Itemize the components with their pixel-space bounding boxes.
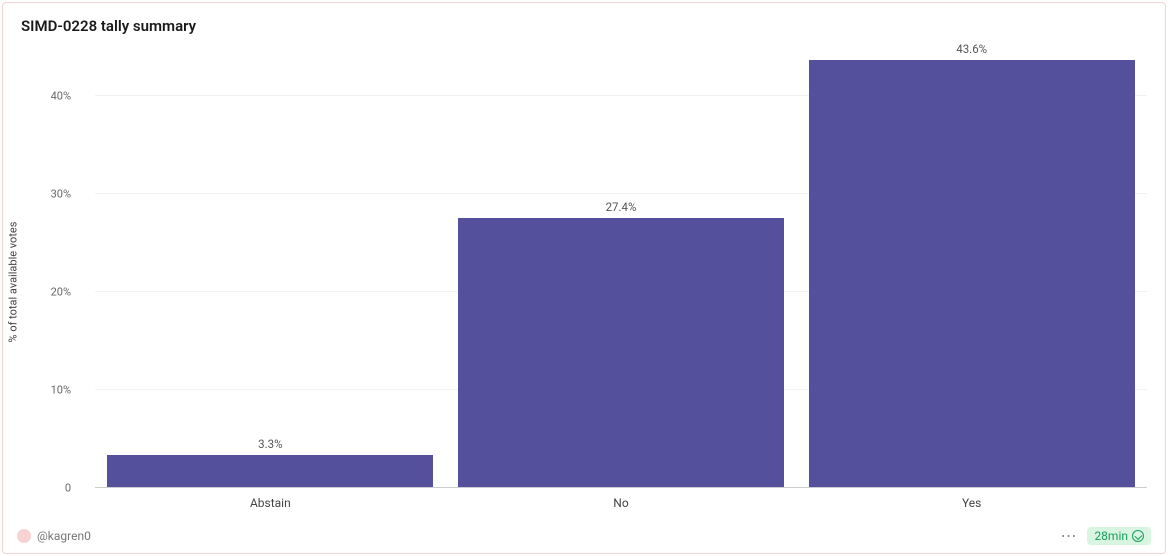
freshness-badge[interactable]: 28min: [1087, 527, 1151, 545]
card-footer: @kagren0 ⋯ 28min: [3, 520, 1165, 553]
x-labels: AbstainNoYes: [95, 496, 1147, 510]
bars-container: 3.3%27.4%43.6%: [95, 47, 1147, 488]
x-category-label: No: [446, 496, 797, 510]
chart-card: SIMD-0228 tally summary % of total avail…: [2, 2, 1166, 554]
y-tick-label: 20%: [31, 286, 71, 299]
x-category-label: Yes: [796, 496, 1147, 510]
y-tick-label: 0: [31, 482, 71, 495]
y-tick-label: 40%: [31, 90, 71, 103]
bar-slot: 43.6%: [796, 47, 1147, 488]
chart-title: SIMD-0228 tally summary: [3, 3, 1165, 43]
x-category-label: Abstain: [95, 496, 446, 510]
bar[interactable]: 27.4%: [458, 218, 784, 487]
bar-value-label: 43.6%: [809, 42, 1135, 56]
plot-region: Dune 3.3%27.4%43.6% 010%20%30%40%: [77, 47, 1147, 488]
bar-value-label: 3.3%: [107, 437, 433, 451]
check-circle-icon: [1132, 530, 1144, 542]
bar[interactable]: 3.3%: [107, 455, 433, 487]
bar-slot: 3.3%: [95, 47, 446, 488]
chart-area: % of total available votes Dune 3.3%27.4…: [21, 47, 1147, 516]
bar-slot: 27.4%: [446, 47, 797, 488]
username[interactable]: @kagren0: [37, 529, 91, 543]
y-tick-label: 10%: [31, 384, 71, 397]
bar[interactable]: 43.6%: [809, 60, 1135, 487]
y-axis-label: % of total available votes: [7, 221, 20, 342]
y-tick-label: 30%: [31, 188, 71, 201]
bar-value-label: 27.4%: [458, 200, 784, 214]
badge-text: 28min: [1094, 529, 1128, 543]
avatar: [17, 529, 31, 543]
more-icon[interactable]: ⋯: [1060, 526, 1077, 545]
